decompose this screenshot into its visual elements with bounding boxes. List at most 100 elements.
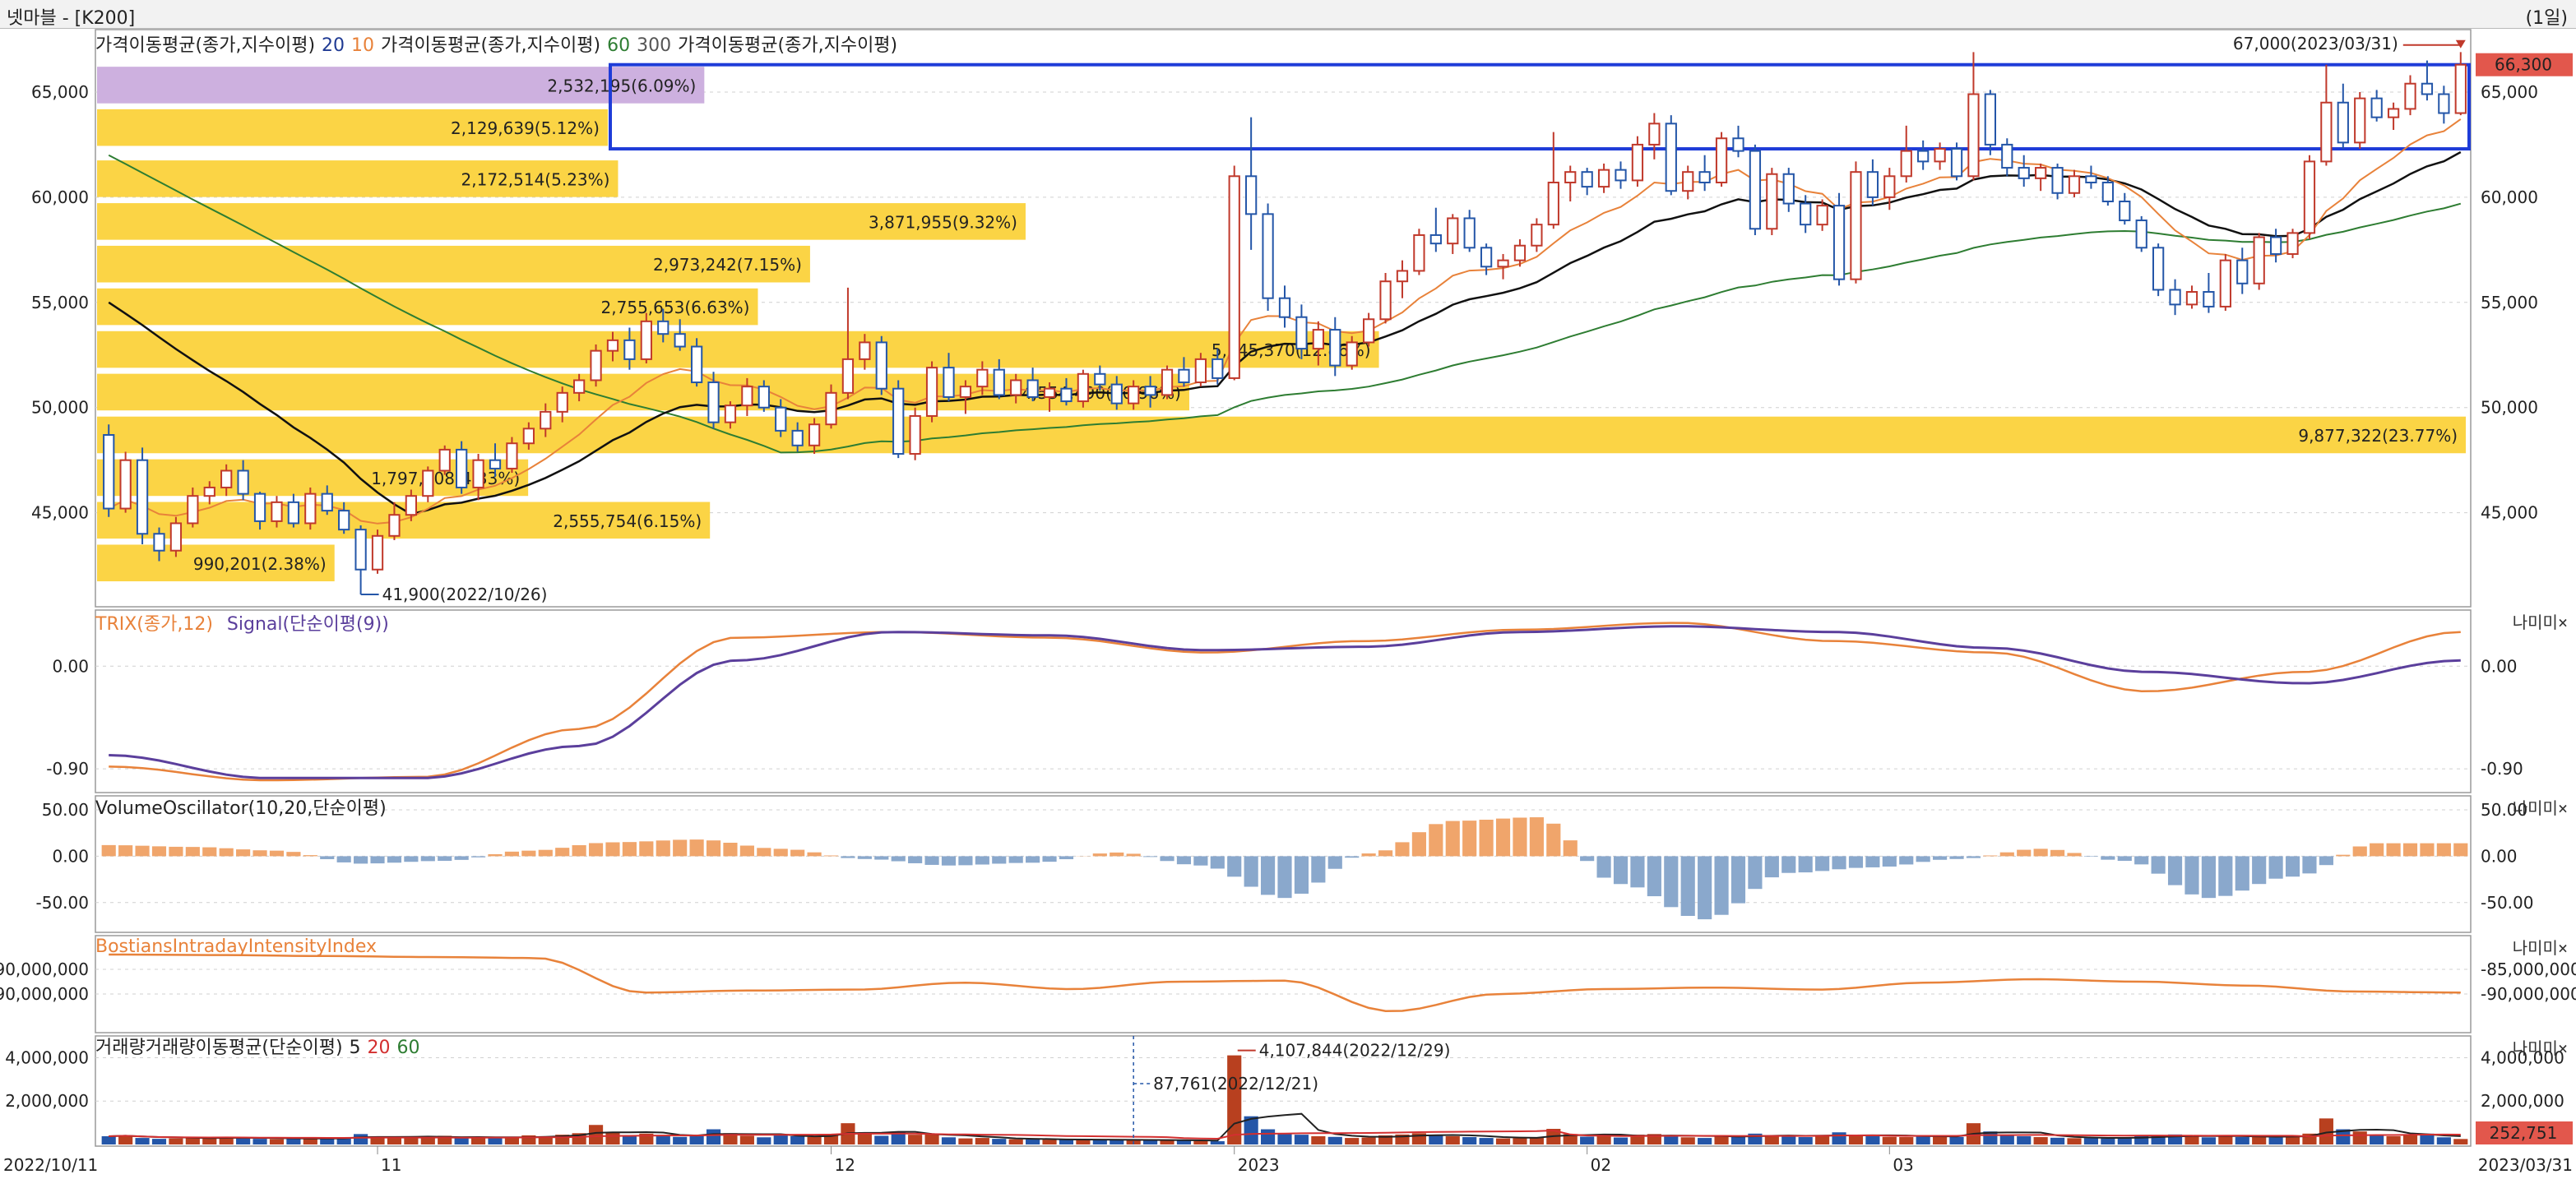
candle-body	[1379, 280, 1392, 321]
volume-bar	[538, 1135, 553, 1144]
volume-bar	[521, 1135, 536, 1144]
bii-panel-controls[interactable]: 나미미×	[2513, 938, 2568, 958]
vo-bars	[101, 817, 2468, 920]
price-legend-param: 10	[351, 35, 374, 56]
volume-bar	[1999, 1135, 2014, 1144]
volume-bar	[2268, 1137, 2283, 1144]
vo-bar	[1026, 856, 1040, 863]
vo-bar	[1008, 856, 1023, 863]
price-panel[interactable]: 2,532,195(6.09%) 2,129,639(5.12%) 2,172,51…	[31, 34, 2573, 604]
candle-body	[169, 522, 183, 552]
price-ytick-left: 45,000	[31, 503, 89, 523]
vo-bar	[2033, 848, 2048, 857]
vo-bar	[1445, 821, 1460, 857]
volume-bar	[1949, 1136, 1964, 1144]
vo-ytick-right: 50.00	[2481, 800, 2527, 820]
price-ytick-right: 65,000	[2481, 82, 2538, 102]
candle-body	[522, 428, 535, 445]
x-tick-label: 2022/10/11	[3, 1155, 98, 1175]
candle-body	[993, 368, 1005, 396]
vo-bar	[857, 856, 872, 859]
candle-body	[338, 510, 350, 531]
price-legend-param: 60	[607, 35, 630, 56]
candle-body	[2454, 63, 2467, 114]
volume-legend-ma: 거래량이동평균(단순이평)	[146, 1038, 343, 1058]
signal-line	[109, 625, 2461, 779]
vo-bar	[1647, 856, 1661, 897]
current-volume-value: 252,751	[2490, 1123, 2558, 1143]
candle-body	[892, 387, 905, 455]
vo-bar	[303, 855, 317, 857]
bii-panel[interactable]: -90,000,000 -85,000,000 -90,000,000 -90,000…	[0, 936, 2576, 1012]
vo-bar	[1395, 842, 1410, 857]
trix-panel[interactable]: 0.00 -0.90 0.00 -0.90 TRIX(종가,12) Signal(단순…	[46, 614, 2523, 782]
candle-body	[1749, 150, 1762, 230]
volume-profile-bar	[97, 288, 758, 326]
candle-body	[388, 514, 401, 537]
price-legend: 가격이동평균(종가,지수이평) 20 10 가격이동평균(종가,지수이평) 60 300 가…	[95, 35, 897, 56]
candle-body	[506, 442, 518, 469]
price-ytick-right: 55,000	[2481, 293, 2538, 312]
vo-bar	[2336, 854, 2351, 857]
vo-bar	[1260, 856, 1276, 895]
price-annotations: 67,000(2023/03/31) 41,900(2022/10/26) 66,3…	[359, 34, 2573, 604]
vo-bar	[1327, 856, 1342, 869]
volume-bar	[101, 1135, 116, 1144]
volume-profile-label: 3,871,955(9.32%)	[869, 212, 1017, 232]
candle-body	[1917, 150, 1930, 163]
x-axis: 2022/10/11 11 12 2023 02 03 2023/03/31	[3, 1146, 2573, 1175]
vo-bar	[1126, 853, 1141, 857]
volume-panel[interactable]: 4,107,844(2022/12/29) 87,761(2022/12/21) 2…	[5, 1036, 2573, 1144]
vo-bar	[387, 856, 402, 863]
volume-bar	[1495, 1138, 1511, 1144]
candles	[103, 52, 2467, 578]
vo-bar	[689, 839, 704, 857]
candle-body	[724, 405, 737, 423]
vo-ytick-right: 0.00	[2481, 846, 2518, 866]
x-tick-label: 12	[835, 1155, 855, 1175]
candle-body	[2387, 108, 2400, 118]
vo-bar	[1949, 856, 1964, 859]
vol-panel-controls[interactable]: 나미미×	[2513, 1038, 2568, 1058]
volume-bar	[2453, 1139, 2468, 1144]
vo-bar	[622, 842, 637, 857]
trix-ytick-left: -0.90	[46, 759, 89, 779]
trix-line	[109, 622, 2461, 782]
vo-bar	[1042, 856, 1057, 862]
volume-bar	[387, 1138, 402, 1144]
candle-body	[438, 448, 451, 472]
volume-bar	[673, 1136, 688, 1144]
price-ytick-left: 55,000	[31, 293, 89, 312]
volume-bar	[1714, 1135, 1729, 1144]
candle-body	[2320, 101, 2333, 163]
volume-bar	[1327, 1136, 1342, 1144]
candle-body	[1665, 123, 1677, 192]
volume-bar	[336, 1137, 351, 1144]
vol-ytick-right: 2,000,000	[2481, 1091, 2564, 1111]
volume-bar	[790, 1135, 805, 1144]
vo-panel-controls[interactable]: 나미미×	[2513, 798, 2568, 818]
volume-profile-bar	[97, 502, 711, 539]
volume-oscillator-panel[interactable]: 50.00 0.00 -50.00 50.00 0.00 -50.00 VolumeOsc…	[36, 798, 2534, 920]
volume-profile-label: 2,129,639(5.12%)	[451, 118, 600, 138]
trix-legend: TRIX(종가,12) Signal(단순이평(9))	[95, 614, 389, 635]
volume-bar	[1445, 1135, 1460, 1144]
candle-body	[1060, 387, 1073, 403]
vo-bar	[941, 856, 957, 866]
vo-bar	[1479, 819, 1494, 857]
candle-body	[1194, 358, 1207, 384]
candle-body	[1396, 270, 1409, 283]
candle-body	[875, 341, 887, 390]
vo-bar	[757, 848, 771, 857]
candle-body	[237, 469, 249, 495]
volume-ma20-line	[109, 1129, 2461, 1140]
vo-bar	[101, 844, 116, 857]
volume-profile-label: 2,172,514(5.23%)	[461, 169, 610, 189]
panel-controls[interactable]: 나미미× 나미미× 나미미× 나미미×	[2513, 613, 2568, 1058]
volume-bar	[320, 1138, 335, 1144]
trix-panel-controls[interactable]: 나미미×	[2513, 613, 2568, 632]
vo-bar	[2302, 856, 2317, 874]
x-tick-label: 2023/03/31	[2478, 1155, 2573, 1175]
candle-body	[841, 358, 855, 394]
